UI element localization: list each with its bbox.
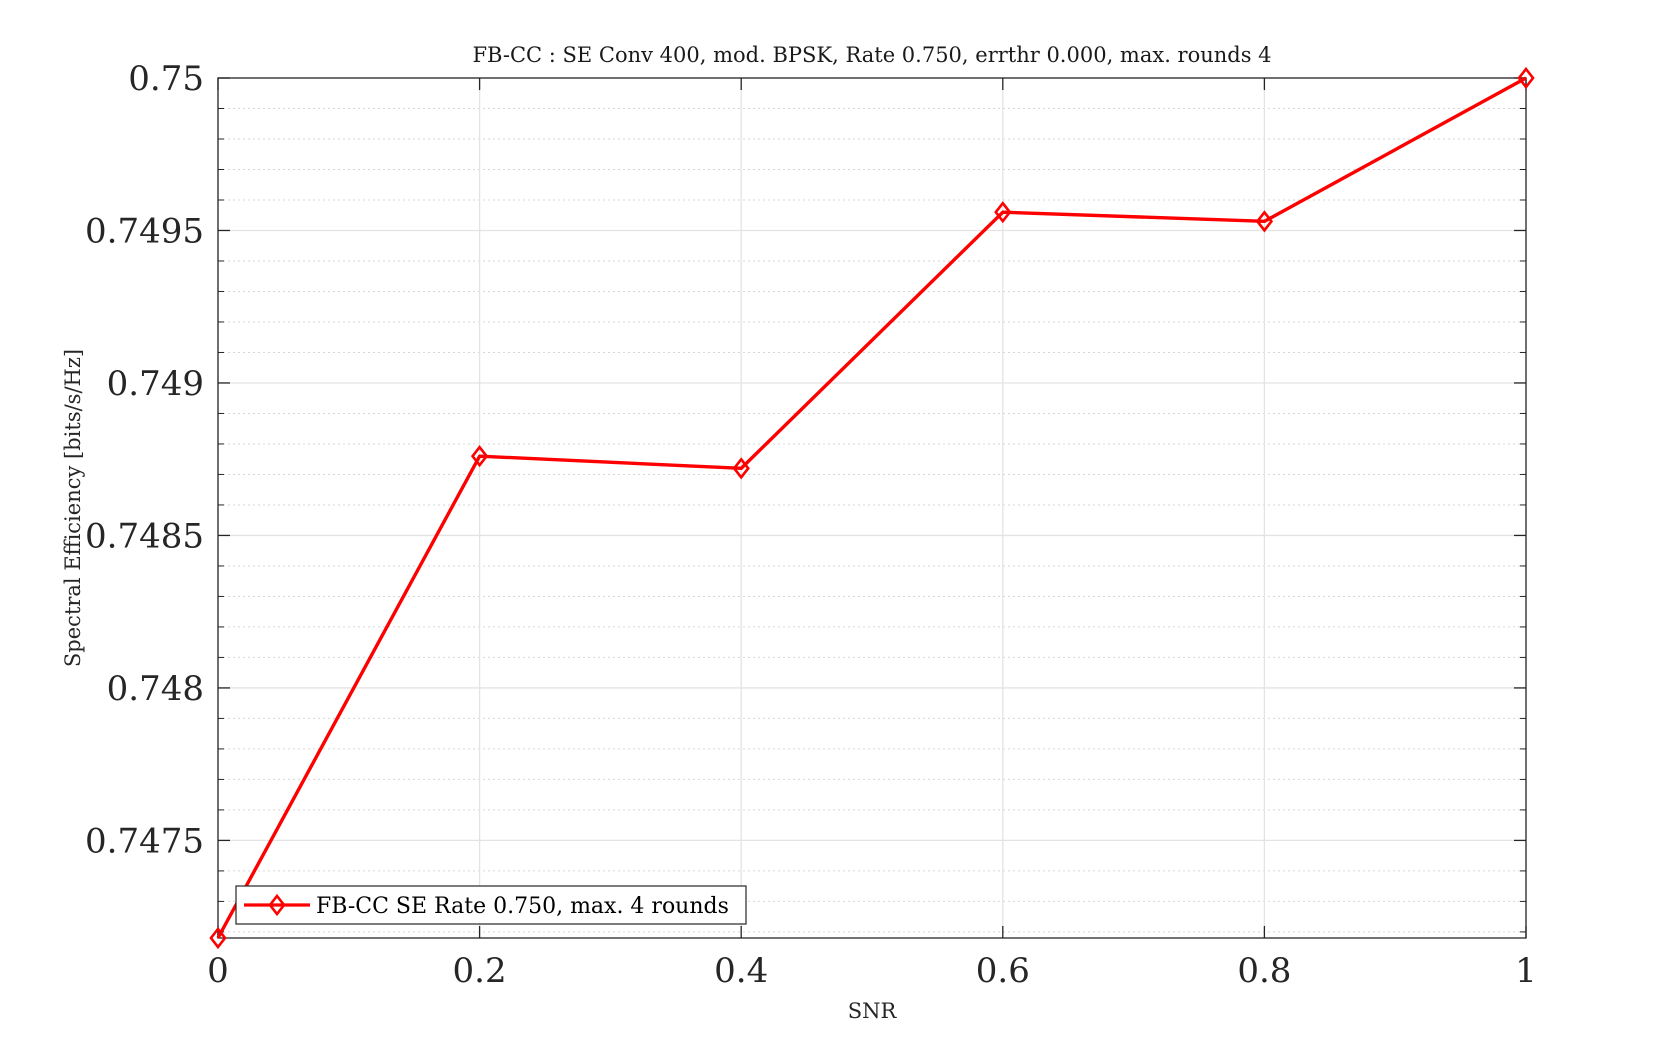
x-tick-labels: 0 0.2 0.4 0.6 0.8 1 (207, 951, 1537, 991)
plot-area (217, 77, 1527, 939)
x-tick-label: 0.8 (1237, 951, 1291, 991)
y-tick-label: 0.7475 (85, 821, 204, 861)
axis-ticks (217, 77, 1527, 938)
data-point-diamond (209, 926, 227, 950)
data-point-diamond (1255, 210, 1274, 233)
y-tick-label: 0.748 (107, 669, 204, 709)
y-tick-labels: 0.7475 0.748 0.7485 0.749 0.7495 0.75 (85, 59, 204, 861)
y-tick-label: 0.7485 (85, 516, 204, 556)
grid (217, 77, 1527, 938)
data-point-diamond (732, 457, 750, 480)
x-axis-label: SNR (848, 999, 898, 1023)
x-tick-label: 0.6 (976, 951, 1030, 991)
legend-diamond-marker (268, 893, 286, 917)
y-tick-label: 0.749 (107, 364, 204, 404)
data-point-diamond (1517, 66, 1535, 90)
x-tick-label: 1 (1515, 951, 1537, 991)
chart-title: FB-CC : SE Conv 400, mod. BPSK, Rate 0.7… (472, 43, 1271, 67)
data-point-diamond (470, 445, 489, 468)
x-tick-label: 0.2 (453, 951, 507, 991)
y-axis-label: Spectral Efficiency [bits/s/Hz] (61, 349, 85, 667)
legend-box (235, 885, 747, 925)
legend-label: FB-CC SE Rate 0.750, max. 4 rounds (316, 894, 729, 919)
series-line (216, 76, 1527, 939)
data-point-diamond (994, 201, 1012, 224)
series-layer (209, 66, 1535, 950)
x-tick-label: 0 (207, 951, 229, 991)
y-tick-label: 0.7495 (85, 211, 204, 251)
x-tick-label: 0.4 (714, 951, 768, 991)
y-tick-label: 0.75 (128, 59, 204, 99)
legend: FB-CC SE Rate 0.750, max. 4 rounds (235, 885, 747, 925)
